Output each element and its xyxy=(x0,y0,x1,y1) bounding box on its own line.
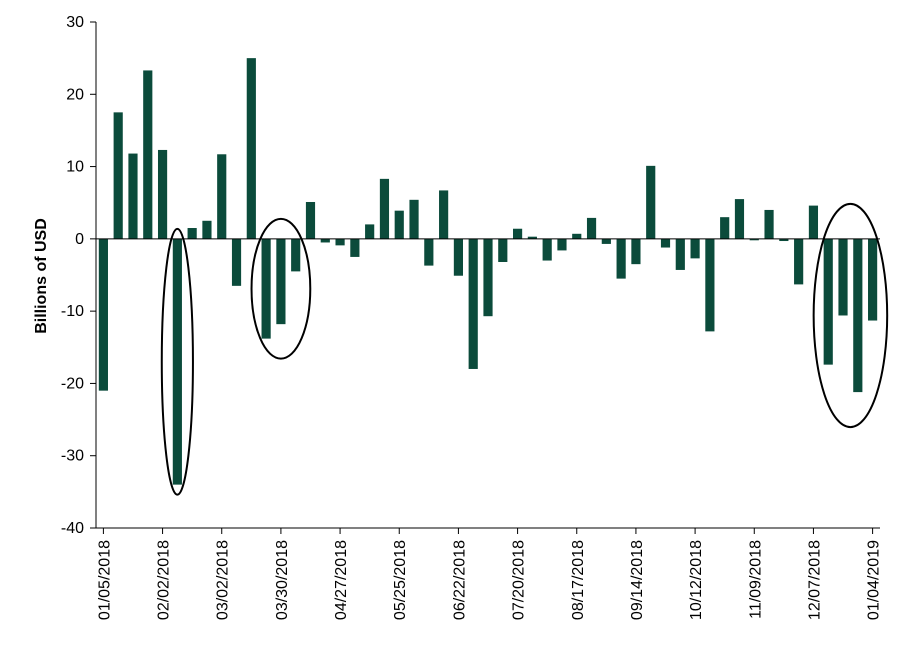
bar xyxy=(424,238,434,266)
bar xyxy=(868,238,878,321)
bar xyxy=(690,238,700,259)
x-tick-label: 05/25/2018 xyxy=(392,540,409,620)
bar xyxy=(512,228,523,239)
bar xyxy=(586,217,597,239)
bar xyxy=(143,70,153,239)
bar xyxy=(468,238,478,369)
bar xyxy=(246,58,256,239)
y-tick-label: -30 xyxy=(61,448,84,465)
bar xyxy=(616,238,626,279)
bar xyxy=(527,236,537,239)
x-tick-label: 06/22/2018 xyxy=(451,540,468,620)
bar xyxy=(394,210,404,239)
x-tick-label: 12/07/2018 xyxy=(806,540,823,620)
bar xyxy=(498,238,508,262)
bar xyxy=(172,238,182,485)
bar xyxy=(557,238,567,251)
y-tick-label: 20 xyxy=(66,86,84,103)
bar xyxy=(720,217,730,239)
x-tick-label: 01/04/2019 xyxy=(866,540,883,620)
bar xyxy=(305,201,316,239)
bar xyxy=(350,238,360,257)
bar xyxy=(808,205,819,239)
bar xyxy=(542,238,552,261)
bar xyxy=(335,238,345,246)
y-tick-label: 10 xyxy=(66,159,84,176)
annotation-ellipse xyxy=(812,202,889,429)
x-tick-label: 03/02/2018 xyxy=(215,540,232,620)
bar xyxy=(749,238,759,241)
y-tick-label: -40 xyxy=(61,520,84,537)
y-tick-label: -10 xyxy=(61,303,84,320)
y-tick-label: 30 xyxy=(66,14,84,31)
bar xyxy=(202,220,212,239)
bar xyxy=(601,238,611,244)
bar xyxy=(217,154,227,239)
annotation-ellipse xyxy=(160,227,194,496)
x-tick-label: 01/05/2018 xyxy=(96,540,113,620)
x-tick-label: 07/20/2018 xyxy=(511,540,528,620)
bar xyxy=(853,238,863,393)
bar xyxy=(794,238,804,285)
bar xyxy=(646,165,656,239)
bar xyxy=(483,238,493,317)
bar xyxy=(276,238,286,325)
bar xyxy=(823,238,833,365)
bar xyxy=(705,238,715,332)
bar xyxy=(157,149,168,239)
bar xyxy=(631,238,641,265)
bar xyxy=(320,238,330,243)
x-tick-label: 11/09/2018 xyxy=(747,540,764,619)
bar xyxy=(261,238,271,339)
bar xyxy=(439,190,449,239)
x-tick-label: 10/12/2018 xyxy=(688,540,705,620)
bar xyxy=(231,238,242,286)
bar xyxy=(660,238,671,248)
bar xyxy=(409,199,419,239)
bar xyxy=(291,238,301,272)
bar xyxy=(779,238,789,242)
bar xyxy=(675,238,685,270)
bar xyxy=(734,199,745,239)
bar xyxy=(838,238,848,316)
bar xyxy=(572,233,582,239)
bar xyxy=(113,112,123,239)
y-axis-title: Billions of USD xyxy=(33,218,50,334)
x-tick-label: 02/02/2018 xyxy=(156,540,173,620)
bar xyxy=(98,238,108,391)
y-tick-label: 0 xyxy=(75,231,84,248)
plot-area: -40 -30 -20 -10 0 10 20 30 01/05/2018 02/02/2018 0… xyxy=(61,14,889,620)
bar xyxy=(764,209,774,239)
bar xyxy=(365,224,375,239)
x-tick-label: 08/17/2018 xyxy=(570,540,587,620)
x-tick-label: 04/27/2018 xyxy=(333,540,350,620)
bar xyxy=(453,238,464,276)
x-tick-label: 09/14/2018 xyxy=(629,540,646,620)
annotation-ellipse xyxy=(250,217,312,360)
x-tick-label: 03/30/2018 xyxy=(274,540,291,620)
y-tick-label: -20 xyxy=(61,375,84,392)
bar xyxy=(379,178,390,239)
bar xyxy=(187,228,197,239)
bar xyxy=(128,153,138,239)
